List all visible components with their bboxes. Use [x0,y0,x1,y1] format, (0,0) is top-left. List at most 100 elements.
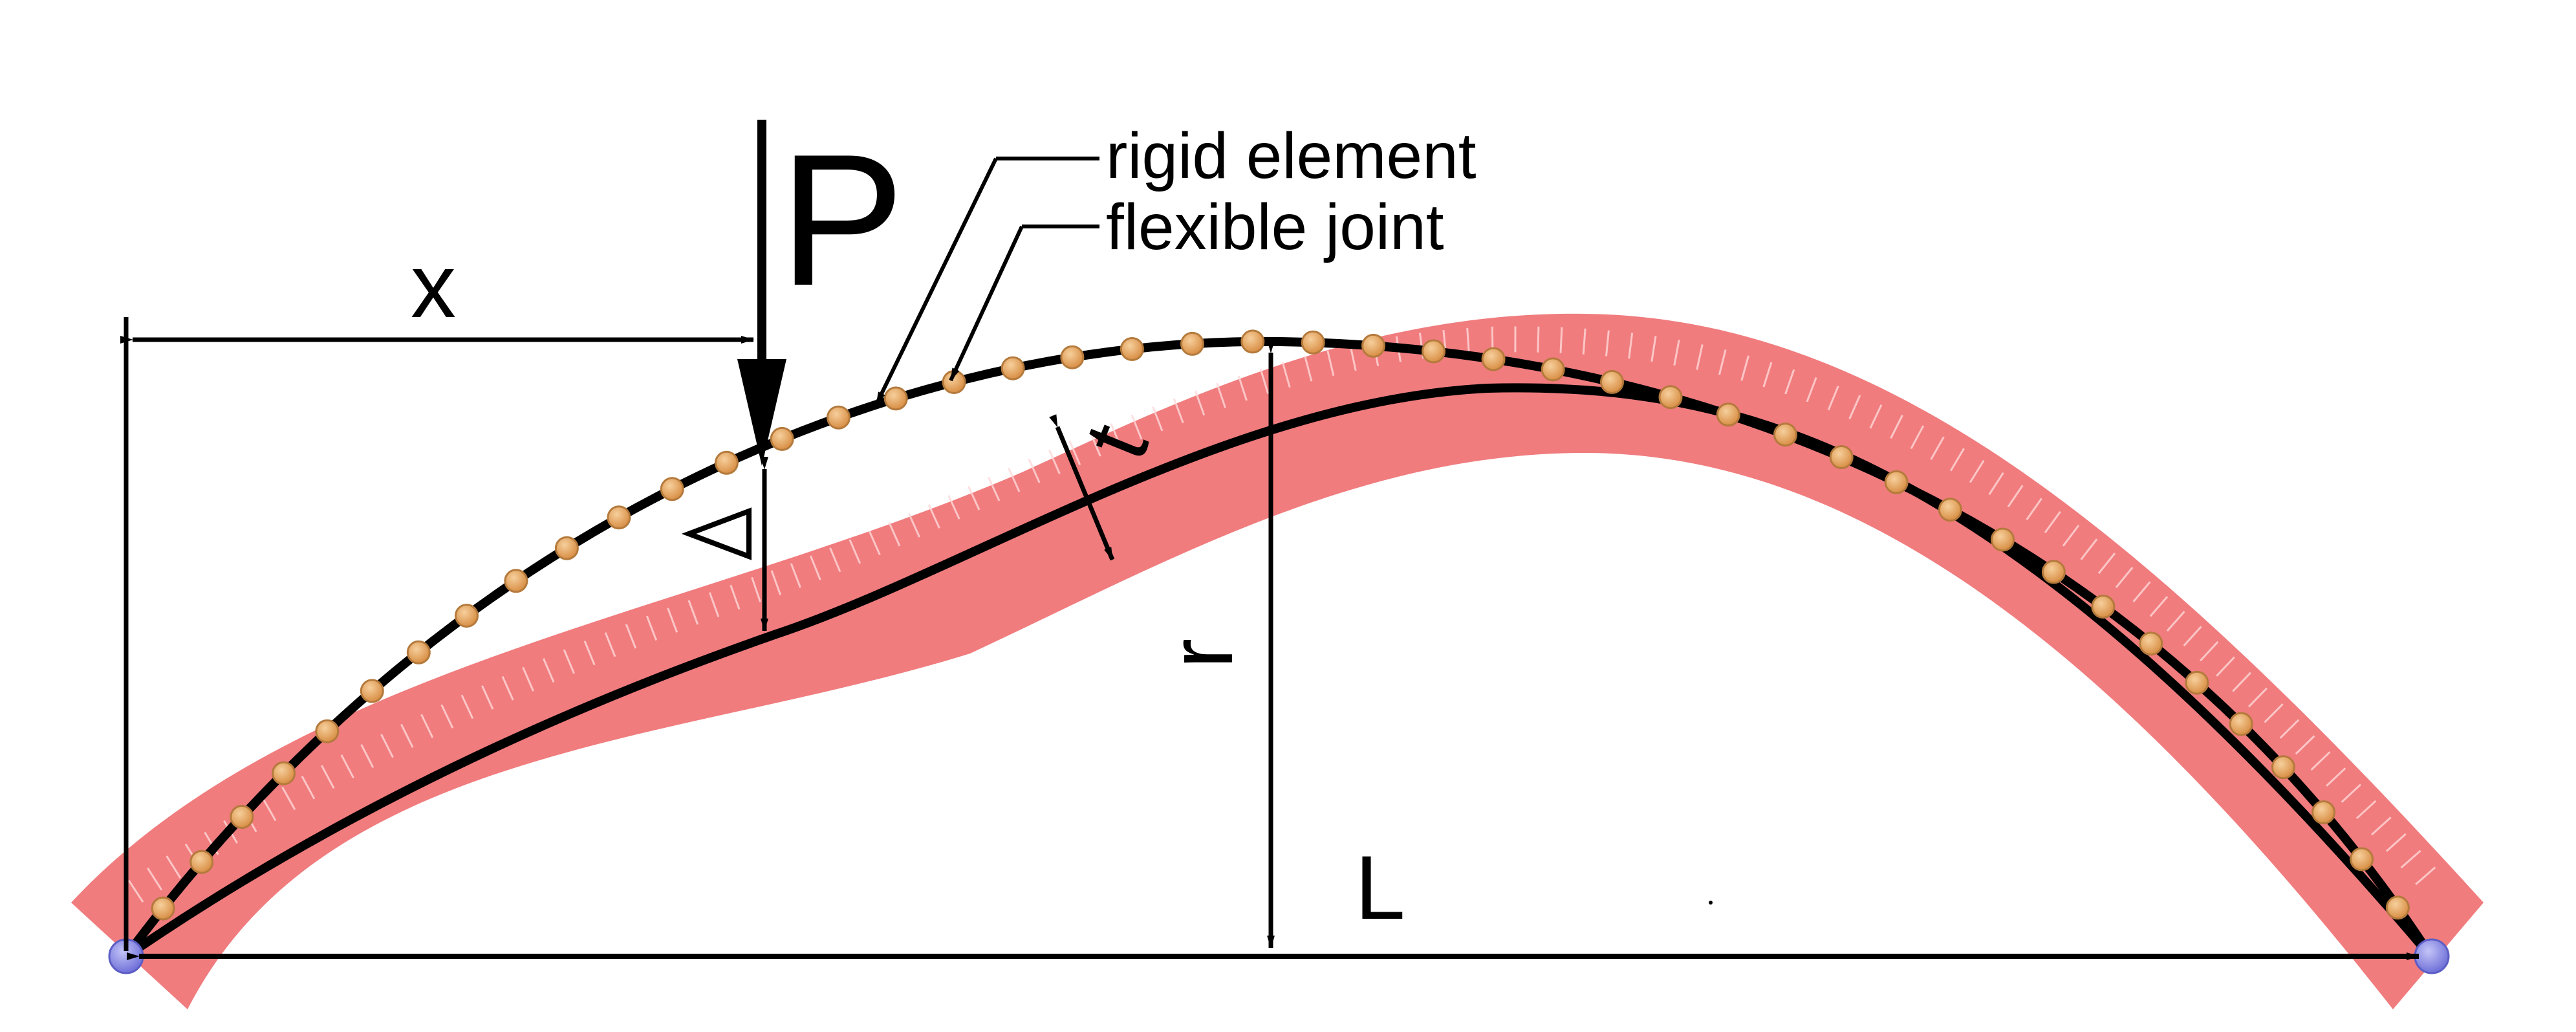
band-tick [2232,672,2252,692]
band-tick [563,649,575,674]
band-tick [2310,751,2331,771]
band-tick [604,632,616,657]
band-tick [2149,596,2169,617]
band-tick [420,714,434,738]
band-tick [645,615,658,641]
band-tick [2007,485,2024,508]
band-tick [1008,467,1021,492]
band-tick [1740,355,1750,381]
thickness-dimension-line [1049,414,1115,561]
band-tick [440,704,454,729]
band-tick [2166,611,2185,632]
band-tick [708,592,720,617]
band-tick [888,521,901,547]
band-tick [320,765,335,789]
band-tick [481,685,494,710]
band-tick [1869,404,1883,429]
flexible-joint [1301,330,1325,355]
flexible-joint [1001,356,1025,380]
band-tick [1806,377,1817,402]
flexible-joint [2271,755,2295,780]
band-tick [360,744,374,768]
band-tick [542,658,555,683]
flexible-joint [1180,331,1204,356]
band-tick [2415,866,2436,885]
band-tick [1784,369,1795,395]
band-tick [1216,382,1226,408]
flexible-joint [1541,357,1565,382]
band-tick [2062,524,2080,547]
band-tick [1173,398,1184,424]
band-tick [927,504,940,529]
flexible-joint [1422,339,1445,364]
band-tick [1628,333,1634,359]
band-tick [1969,459,1985,483]
band-tick [1152,406,1164,432]
band-tick [1582,328,1586,355]
speck [1709,901,1713,905]
band-tick [2115,567,2134,588]
flexible-joint [2139,631,2163,656]
band-tick [2183,626,2202,647]
band-tick [1110,423,1122,448]
flexible-joint [1600,369,1624,394]
band-tick [1281,362,1291,388]
band-tick [1304,356,1313,382]
band-tick [1827,386,1839,411]
band-tick [1237,375,1248,401]
band-tick [1537,326,1540,353]
flexible-joint [827,405,850,430]
position-label: x [411,235,456,336]
flexible-joint [1060,345,1085,369]
flexible-joint [455,604,479,628]
band-tick [2370,817,2392,836]
band-tick [730,584,741,610]
band-hatching [127,326,2436,903]
band-tick [501,675,514,701]
flexible-joint [770,426,794,451]
band-tick [829,547,841,573]
band-tick [147,867,163,891]
flexible-joint [660,477,684,501]
band-tick [1651,336,1657,362]
band-tick [2026,498,2042,520]
band-tick [2080,538,2098,560]
band-tick [849,539,861,564]
deflection-symbol [681,507,752,560]
flexible-joint [2091,595,2116,619]
band-tick [907,513,921,538]
load-arrow-head [737,359,786,466]
band-tick [2295,735,2315,755]
flexible-joint [151,896,175,921]
band-tick [2385,833,2407,852]
band-tick [281,786,296,811]
flexible-joint [883,386,908,411]
flexible-joint [2185,670,2209,695]
band-tick [1259,368,1270,395]
band-tick [1988,472,2004,496]
band-tick [127,879,144,903]
band-tick [522,666,534,692]
band-tick [2279,719,2300,739]
flexible-joint [2041,560,2066,584]
band-tick [2097,553,2116,575]
band-tick [1673,340,1680,366]
band-tick [583,641,596,666]
span-label: L [1355,837,1405,938]
band-tick [770,570,782,596]
band-tick [1848,395,1861,420]
band-tick [625,624,637,649]
rigid-element-label: rigid element [1106,120,1477,192]
band-tick [687,600,699,625]
band-tick [1910,425,1925,450]
flexible-joint [1884,470,1909,494]
flexible-joint [1120,337,1144,361]
band-tick [1349,345,1357,371]
band-tick [667,608,678,633]
flexible-joint [1716,402,1740,427]
band-tick [380,734,394,758]
band-tick [1718,349,1727,375]
band-tick [2247,687,2268,708]
band-tick [947,495,960,520]
